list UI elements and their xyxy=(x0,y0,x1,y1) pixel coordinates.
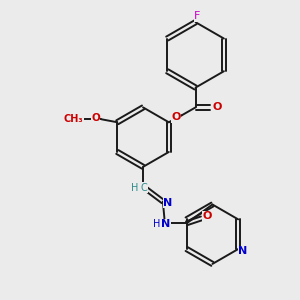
Text: F: F xyxy=(194,11,201,21)
Text: C: C xyxy=(141,183,147,193)
Text: H: H xyxy=(131,183,139,193)
Text: N: N xyxy=(161,219,170,229)
Text: N: N xyxy=(163,197,172,208)
Text: N: N xyxy=(238,246,248,256)
Text: O: O xyxy=(171,112,180,122)
Text: O: O xyxy=(213,102,222,112)
Text: CH₃: CH₃ xyxy=(64,114,83,124)
Text: O: O xyxy=(203,212,212,221)
Text: H: H xyxy=(153,219,161,229)
Text: O: O xyxy=(91,113,100,123)
